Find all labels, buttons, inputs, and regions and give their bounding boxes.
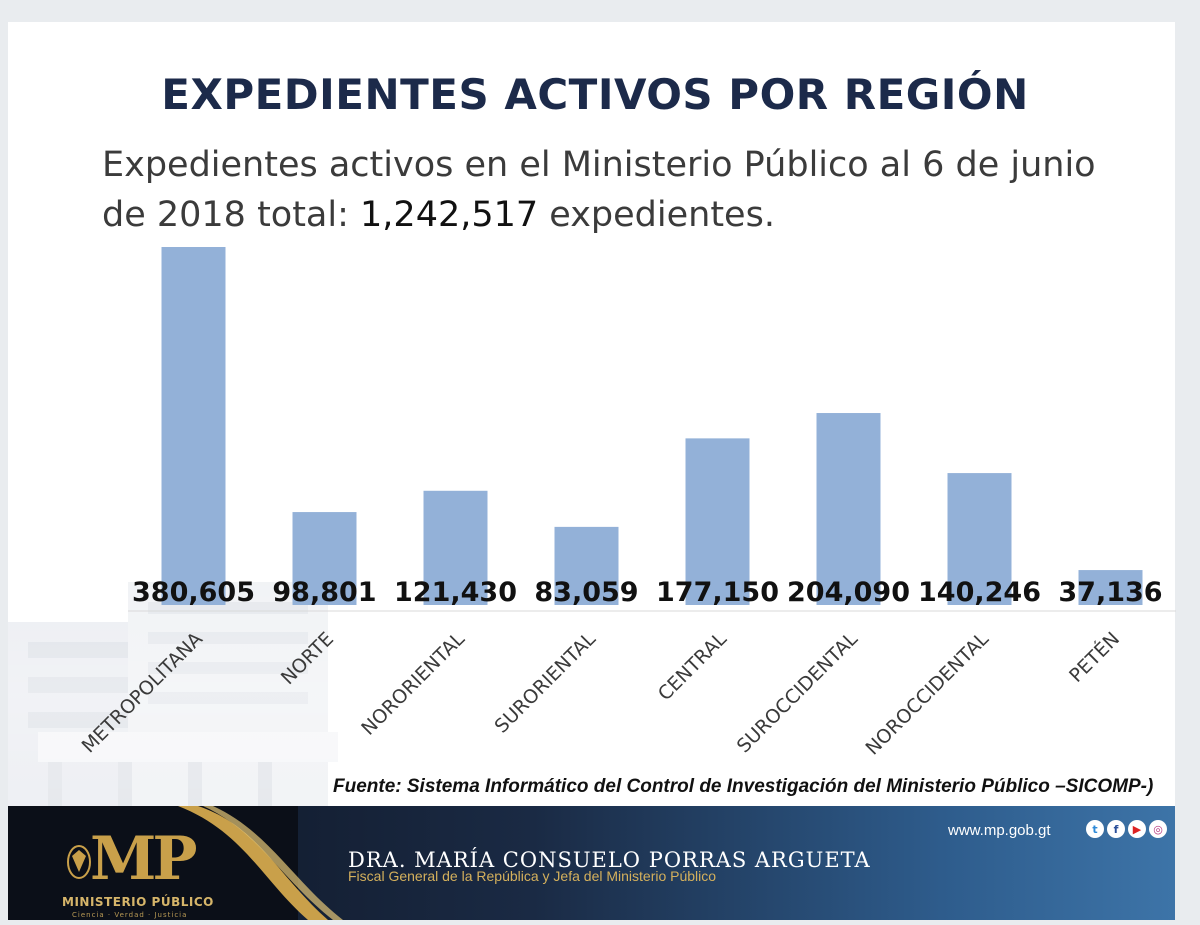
youtube-icon[interactable]: ▶: [1128, 820, 1146, 838]
subtitle-total: 1,242,517: [360, 195, 539, 235]
bar-metropolitana: [161, 247, 226, 605]
category-label-central: CENTRAL: [654, 628, 731, 705]
social-icons: t f ▶ ◎: [1086, 820, 1167, 838]
gold-swoosh-decoration: [178, 806, 343, 920]
category-label-petén: PETÉN: [1064, 627, 1124, 687]
value-label-petén: 37,136: [1058, 577, 1162, 608]
value-label-norte: 98,801: [272, 577, 376, 608]
facebook-icon[interactable]: f: [1107, 820, 1125, 838]
coat-of-arms-icon: [67, 845, 91, 879]
slide-subtitle: Expedientes activos en el Ministerio Púb…: [102, 140, 1142, 240]
value-label-suroccidental: 204,090: [787, 577, 910, 608]
bar-central: [685, 438, 750, 605]
footer-banner: MP MINISTERIO PÚBLICO Ciencia · Verdad ·…: [8, 806, 1175, 920]
bar-suroriental: [554, 526, 619, 605]
value-label-noroccidental: 140,246: [918, 577, 1041, 608]
slide-title: EXPEDIENTES ACTIVOS POR REGIÓN: [161, 70, 1029, 119]
logo-name: MINISTERIO PÚBLICO: [62, 895, 214, 909]
value-label-nororiental: 121,430: [394, 577, 517, 608]
value-label-metropolitana: 380,605: [132, 577, 255, 608]
twitter-icon[interactable]: t: [1086, 820, 1104, 838]
bar-chart: 380,605 METROPOLITANA 98,801 NORTE 121,430 NO…: [78, 247, 1176, 760]
footer-logo-panel: [8, 806, 298, 920]
bar-suroccidental: [816, 413, 881, 605]
category-label-suroriental: SURORIENTAL: [491, 628, 601, 738]
category-label-metropolitana: METROPOLITANA: [78, 628, 207, 757]
mp-logo: MP MINISTERIO PÚBLICO Ciencia · Verdad ·…: [48, 820, 248, 919]
bar-norte: [292, 512, 357, 605]
logo-letters: MP: [90, 824, 198, 894]
category-label-suroccidental: SUROCCIDENTAL: [733, 628, 863, 758]
building-photo-background: [8, 582, 338, 842]
slide: [8, 22, 1175, 920]
instagram-icon[interactable]: ◎: [1149, 820, 1167, 838]
value-label-suroriental: 83,059: [534, 577, 638, 608]
source-note: Fuente: Sistema Informático del Control …: [333, 776, 1154, 797]
category-label-nororiental: NORORIENTAL: [357, 628, 469, 740]
subtitle-text-end: expedientes.: [538, 195, 775, 235]
logo-motto: Ciencia · Verdad · Justicia: [72, 911, 188, 919]
website-link[interactable]: www.mp.gob.gt: [948, 822, 1051, 839]
bar-petén: [1078, 570, 1143, 605]
fiscal-role: Fiscal General de la República y Jefa de…: [348, 868, 717, 884]
bar-nororiental: [423, 490, 488, 605]
fiscal-name: DRA. MARÍA CONSUELO PORRAS ARGUETA: [348, 848, 871, 872]
value-label-central: 177,150: [656, 577, 779, 608]
bar-noroccidental: [947, 473, 1012, 605]
subtitle-text-start: Expedientes activos en el Ministerio Púb…: [102, 145, 1096, 235]
category-label-noroccidental: NOROCCIDENTAL: [861, 628, 993, 760]
category-label-norte: NORTE: [277, 628, 338, 689]
